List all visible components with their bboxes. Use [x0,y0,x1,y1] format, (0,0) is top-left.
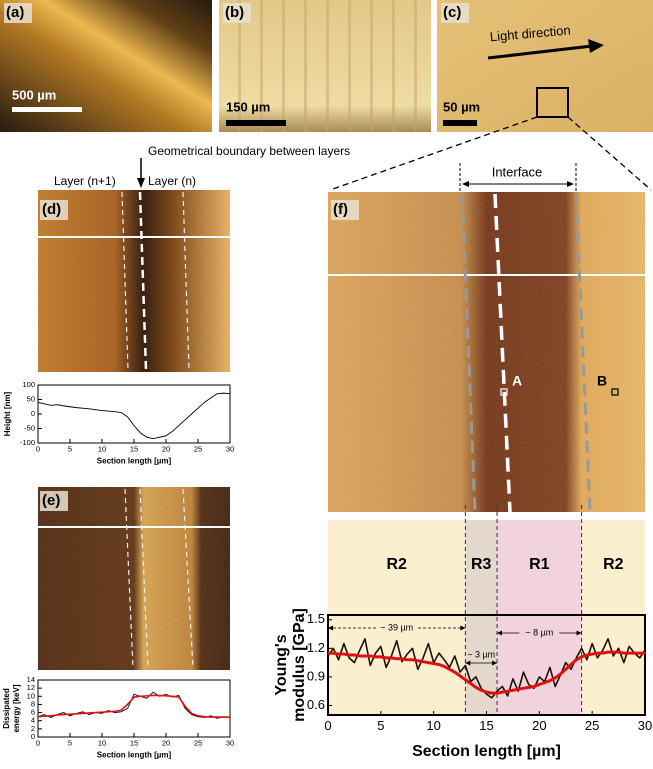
y-tick-label: 0.9 [307,668,325,683]
data-line [37,691,231,719]
x-axis-title: Section length [µm] [97,751,172,760]
x-tick-label: 5 [68,739,72,748]
x-tick-label: 30 [226,445,234,454]
y-tick-label: 0.6 [307,697,325,712]
y-tick-label: 100 [22,380,35,389]
region-label: R2 [603,556,624,573]
data-line [37,694,230,718]
y-tick-label: 14 [27,675,35,684]
scale-label: 50 µm [443,99,480,114]
span-label: ~ 39 µm [380,622,413,632]
afm-e: (e) [38,487,230,670]
y-tick-label: 10 [27,691,35,700]
arrow [487,44,593,60]
y-tick-label: 50 [27,394,35,403]
micrograph-a: (a) 500 µm [0,0,212,132]
y-axis-title: modulus [GPa] [291,608,308,722]
y-tick-label: 0 [31,732,35,741]
zoom-lines [329,116,652,191]
x-tick-label: 20 [162,445,170,454]
span-bg [376,622,417,634]
region-label: R2 [386,556,407,573]
panel-label: (f) [333,201,348,218]
layer-label: Layer (n) [148,174,196,188]
plot-frame [37,679,231,738]
x-tick-label: 25 [194,445,202,454]
plot-frame [37,384,231,444]
panel-label: (b) [225,4,244,21]
y-tick-label: 1.5 [307,611,325,626]
arrow-head [588,39,604,53]
interface-label: Interface [492,164,543,179]
y-tick-label: 6 [31,708,35,717]
region-label: R3 [471,556,492,573]
afm-f: Interface A B (f) [328,163,645,513]
x-tick-label: 15 [479,718,493,733]
x-axis-title: Section length [µm] [412,743,561,760]
x-tick-label: 10 [426,718,440,733]
x-tick-label: 10 [98,445,106,454]
x-tick-label: 25 [585,718,599,733]
point-label: A [512,373,522,389]
x-tick-label: 30 [638,718,652,733]
y-tick-label: 0 [31,409,35,418]
boundary-label: Geometrical boundary between layers [148,144,350,158]
panel-label: (e) [42,492,60,509]
panel-label: (a) [6,4,24,21]
region [328,520,466,715]
x-tick-label: 0 [36,739,40,748]
x-tick-label: 10 [98,739,106,748]
x-tick-label: 5 [68,445,72,454]
y-axis-title: Height [nm] [3,391,12,436]
scale-label: 150 µm [226,99,270,114]
x-tick-label: 20 [162,739,170,748]
panel-label: (d) [42,201,61,218]
layer-label: Layer (n+1) [54,174,116,188]
span-arrow-head [497,630,503,636]
y-tick-label: 8 [31,699,35,708]
x-tick-label: 30 [226,739,234,748]
x-tick-label: 25 [194,739,202,748]
point-label: B [597,373,607,389]
span-arrow-head [460,625,466,631]
micrograph-c: (c) Light direction 50 µm [437,0,653,132]
y-tick-label: 4 [31,716,35,725]
y-axis-title: energy [keV] [12,684,21,732]
region [581,520,645,715]
annotation: Light direction [489,22,571,44]
data-line [327,638,646,699]
x-tick-label: 0 [36,445,40,454]
x-tick-label: 5 [377,718,384,733]
arrow-head [137,178,145,188]
span-arrow-head [328,625,333,631]
y-tick-label: 1.2 [307,640,325,655]
region [465,520,498,715]
panel-label: (c) [443,4,461,21]
span-label: ~ 3 µm [467,649,495,659]
micrograph-b: (b) 150 µm [219,0,431,132]
span-arrow-head [576,630,582,636]
x-axis-title: Section length [µm] [97,457,172,466]
data-line [37,392,231,440]
span-label: ~ 8 µm [525,627,553,637]
y-tick-label: 2 [31,724,35,733]
x-tick-label: 20 [532,718,546,733]
span-arrow-head [465,660,471,666]
y-axis-title: Dissipated [2,688,11,729]
span-bg [519,627,560,639]
zoom-box [536,87,569,118]
y-tick-label: -100 [20,438,35,447]
x-tick-label: 15 [130,739,138,748]
x-tick-label: 0 [324,718,331,733]
x-tick-label: 15 [130,445,138,454]
span-arrow-head [492,660,498,666]
y-tick-label: -50 [24,423,35,432]
y-tick-label: 12 [27,683,35,692]
scale-label: 500 µm [12,87,56,102]
y-axis-title: Young's [273,634,290,695]
region-label: R1 [529,556,550,573]
data-line [328,650,645,695]
afm-d: (d) [38,190,230,372]
